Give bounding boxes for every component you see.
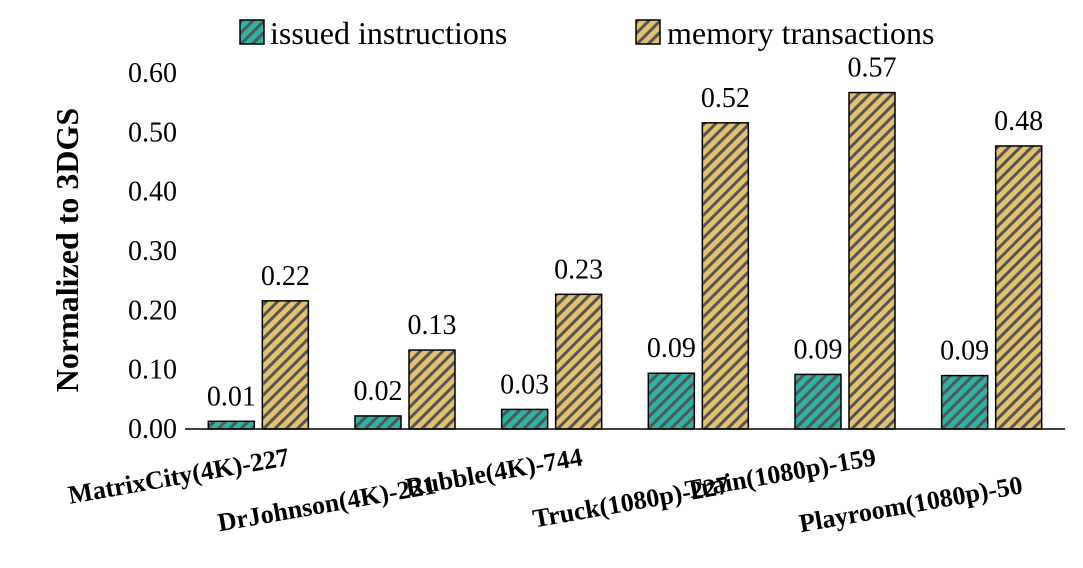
x-category-label: Train(1080p)-159 (683, 442, 878, 504)
bar-memory-transactions (408, 349, 456, 430)
bar-memory-transactions (994, 145, 1043, 430)
data-label: 0.52 (701, 83, 750, 114)
bar-issued-instructions (207, 420, 256, 430)
category-labels: MatrixCity(4K)-227DrJohnson(4K)-221Rubbl… (66, 442, 1025, 538)
data-label: 0.03 (500, 369, 549, 400)
y-tick-label: 0.30 (128, 236, 177, 267)
legend-label-memory-transactions: memory transactions (667, 15, 934, 51)
bar-memory-transactions (848, 91, 896, 430)
data-label: 0.02 (354, 376, 403, 407)
legend-label-issued-instructions: issued instructions (270, 15, 507, 51)
y-tick-label: 0.50 (128, 117, 177, 148)
data-label: 0.48 (994, 106, 1043, 137)
data-label: 0.09 (794, 334, 843, 365)
bar-memory-transactions (701, 122, 750, 430)
x-category-label: MatrixCity(4K)-227 (66, 442, 291, 509)
bar-issued-instructions (940, 374, 989, 430)
bar-memory-transactions (261, 300, 310, 430)
data-label: 0.13 (408, 310, 457, 341)
data-labels: 0.01 0.22 0.02 0.13 0.03 0.23 0.09 0.52 0.09 0.57… (207, 53, 1043, 413)
bar-issued-instructions (354, 415, 402, 430)
data-label: 0.22 (261, 261, 310, 292)
bar-issued-instructions (647, 372, 696, 430)
data-label: 0.01 (207, 381, 256, 412)
legend-swatch-memory-transactions (635, 19, 661, 45)
y-axis-ticks: 0.00 0.10 0.20 0.30 0.40 0.50 0.60 (128, 58, 177, 445)
y-tick-label: 0.40 (128, 177, 177, 208)
x-category-label: Rubble(4K)-744 (403, 442, 584, 502)
bar-issued-instructions (500, 408, 549, 430)
y-tick-label: 0.10 (128, 355, 177, 386)
y-tick-label: 0.00 (128, 414, 177, 445)
bar-memory-transactions (554, 293, 603, 430)
legend-swatch-issued-instructions (239, 19, 265, 45)
data-label: 0.09 (940, 336, 989, 367)
y-axis-title: Normalized to 3DGS (49, 108, 85, 392)
data-label: 0.09 (647, 333, 696, 364)
x-category-label: Playroom(1080p)-50 (797, 470, 1025, 538)
bar-issued-instructions (794, 373, 842, 430)
legend: issued instructions memory transactions (239, 15, 934, 51)
y-tick-label: 0.60 (128, 58, 177, 89)
data-label: 0.23 (554, 254, 603, 285)
y-tick-label: 0.20 (128, 295, 177, 326)
bars (207, 91, 1043, 430)
data-label: 0.57 (848, 53, 897, 84)
